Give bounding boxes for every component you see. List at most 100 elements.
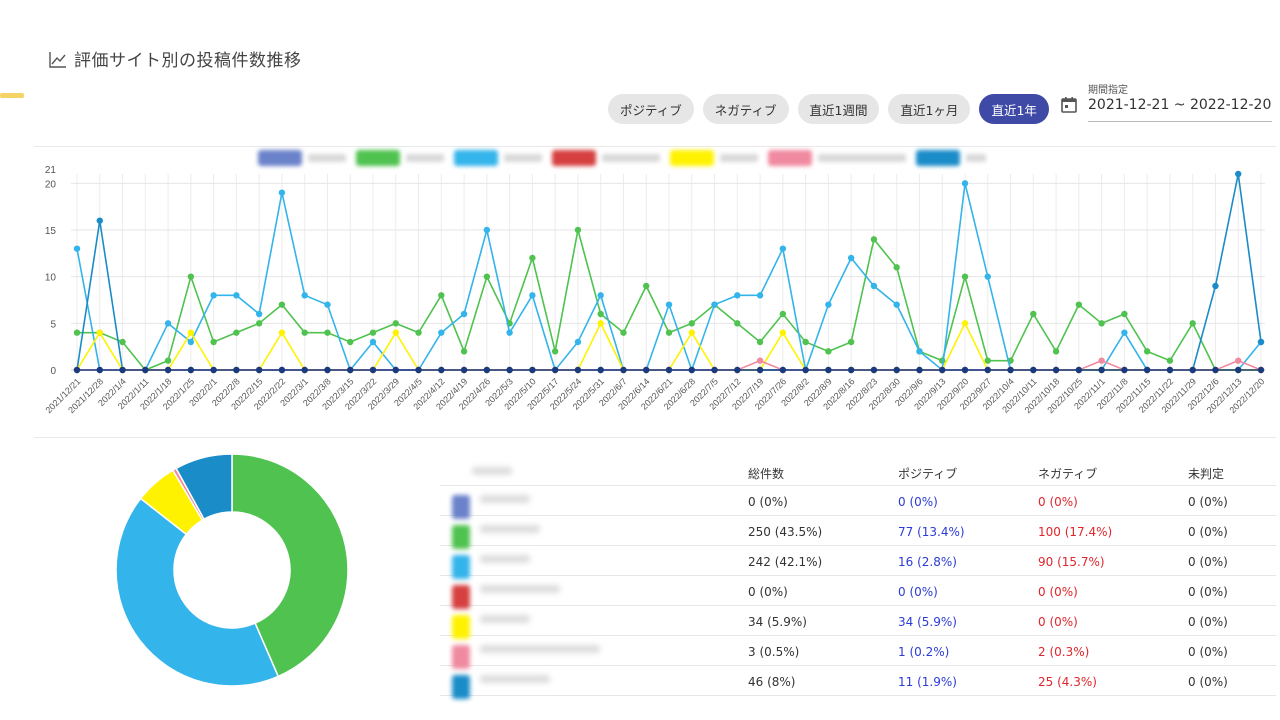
- data-point[interactable]: [233, 366, 240, 374]
- data-point[interactable]: [369, 338, 377, 346]
- data-point[interactable]: [1212, 282, 1219, 290]
- legend-item[interactable]: [552, 150, 660, 166]
- data-point[interactable]: [825, 366, 832, 374]
- data-point[interactable]: [1235, 357, 1242, 364]
- legend-item[interactable]: [768, 150, 906, 166]
- data-point[interactable]: [1052, 366, 1060, 374]
- data-point[interactable]: [779, 310, 787, 318]
- data-point[interactable]: [870, 366, 878, 374]
- period-value[interactable]: 2021-12-21 ~ 2022-12-20: [1088, 97, 1272, 113]
- data-point[interactable]: [711, 301, 718, 308]
- data-point[interactable]: [1143, 366, 1151, 374]
- data-point[interactable]: [984, 273, 991, 280]
- data-point[interactable]: [324, 301, 331, 308]
- data-point[interactable]: [597, 320, 604, 327]
- data-point[interactable]: [119, 366, 126, 374]
- data-point[interactable]: [483, 226, 491, 234]
- data-point[interactable]: [187, 329, 195, 336]
- data-point[interactable]: [961, 180, 969, 187]
- chip-last-month[interactable]: 直近1ヶ月: [888, 94, 971, 124]
- data-point[interactable]: [301, 366, 308, 374]
- data-point[interactable]: [164, 320, 172, 327]
- data-point[interactable]: [1030, 366, 1037, 374]
- data-point[interactable]: [1052, 348, 1060, 355]
- data-point[interactable]: [347, 338, 354, 346]
- data-point[interactable]: [620, 329, 627, 336]
- data-point[interactable]: [688, 366, 695, 374]
- data-point[interactable]: [779, 366, 787, 374]
- data-point[interactable]: [1235, 366, 1242, 374]
- data-point[interactable]: [802, 366, 809, 374]
- data-point[interactable]: [734, 320, 741, 327]
- data-point[interactable]: [643, 282, 650, 290]
- data-point[interactable]: [756, 292, 764, 299]
- data-point[interactable]: [961, 273, 969, 280]
- data-point[interactable]: [574, 338, 582, 346]
- data-point[interactable]: [597, 310, 604, 318]
- data-point[interactable]: [1007, 366, 1014, 374]
- data-point[interactable]: [301, 292, 308, 299]
- data-point[interactable]: [734, 366, 741, 374]
- data-point[interactable]: [278, 329, 286, 336]
- donut-slice[interactable]: [231, 453, 349, 678]
- data-point[interactable]: [1166, 357, 1174, 364]
- data-point[interactable]: [164, 357, 172, 364]
- data-point[interactable]: [1212, 366, 1219, 374]
- data-point[interactable]: [73, 366, 81, 374]
- data-point[interactable]: [665, 366, 673, 374]
- data-point[interactable]: [392, 329, 399, 336]
- data-point[interactable]: [483, 366, 491, 374]
- donut-slice[interactable]: [175, 453, 233, 521]
- data-point[interactable]: [164, 366, 172, 374]
- data-point[interactable]: [347, 366, 354, 374]
- chip-last-week[interactable]: 直近1週間: [797, 94, 880, 124]
- legend-item[interactable]: [356, 150, 444, 166]
- data-point[interactable]: [665, 329, 673, 336]
- data-point[interactable]: [392, 366, 399, 374]
- data-point[interactable]: [688, 320, 695, 327]
- data-point[interactable]: [984, 366, 991, 374]
- legend-item[interactable]: [916, 150, 986, 166]
- data-point[interactable]: [210, 366, 217, 374]
- data-point[interactable]: [187, 273, 195, 280]
- data-point[interactable]: [597, 292, 604, 299]
- data-point[interactable]: [1075, 301, 1083, 308]
- data-point[interactable]: [438, 366, 445, 374]
- data-point[interactable]: [278, 366, 286, 374]
- data-point[interactable]: [460, 366, 468, 374]
- data-point[interactable]: [96, 366, 103, 374]
- data-point[interactable]: [255, 366, 263, 374]
- data-point[interactable]: [73, 329, 81, 336]
- data-point[interactable]: [847, 338, 855, 346]
- legend-item[interactable]: [670, 150, 758, 166]
- data-point[interactable]: [96, 329, 103, 336]
- data-point[interactable]: [506, 329, 513, 336]
- data-point[interactable]: [483, 273, 491, 280]
- data-point[interactable]: [870, 282, 878, 290]
- data-point[interactable]: [1235, 170, 1242, 178]
- data-point[interactable]: [1189, 320, 1196, 327]
- data-point[interactable]: [142, 366, 149, 374]
- data-point[interactable]: [870, 236, 878, 243]
- data-point[interactable]: [73, 245, 81, 252]
- data-point[interactable]: [1030, 310, 1037, 318]
- data-point[interactable]: [233, 292, 240, 299]
- data-point[interactable]: [278, 189, 286, 196]
- legend-item[interactable]: [454, 150, 542, 166]
- data-point[interactable]: [847, 254, 855, 262]
- data-point[interactable]: [324, 329, 331, 336]
- data-point[interactable]: [597, 366, 604, 374]
- data-point[interactable]: [210, 338, 217, 346]
- data-point[interactable]: [734, 292, 741, 299]
- data-point[interactable]: [278, 301, 286, 308]
- data-point[interactable]: [369, 329, 377, 336]
- data-point[interactable]: [643, 366, 650, 374]
- data-point[interactable]: [460, 348, 468, 355]
- data-point[interactable]: [529, 254, 536, 262]
- data-point[interactable]: [392, 320, 399, 327]
- data-point[interactable]: [324, 366, 331, 374]
- data-point[interactable]: [574, 226, 582, 234]
- data-point[interactable]: [301, 329, 308, 336]
- data-point[interactable]: [529, 292, 536, 299]
- data-point[interactable]: [415, 366, 422, 374]
